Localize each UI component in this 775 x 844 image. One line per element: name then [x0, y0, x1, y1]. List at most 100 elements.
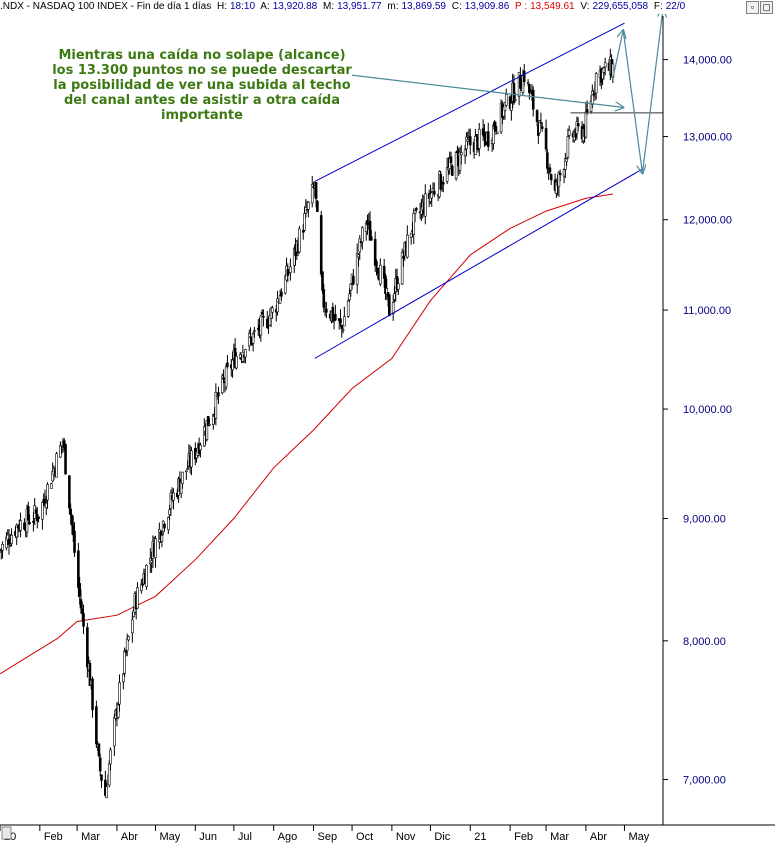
candle-body	[477, 128, 481, 149]
candle-body	[391, 302, 395, 314]
candle-body	[34, 509, 38, 514]
candle-body	[334, 313, 337, 321]
candle-body	[19, 520, 22, 531]
candle-body	[50, 483, 53, 489]
x-tick-label: Abr	[590, 831, 607, 843]
candle-body	[217, 392, 220, 397]
candle-body	[522, 70, 526, 82]
candle-body	[341, 329, 345, 331]
v-key: V:	[580, 1, 590, 12]
candle-body	[98, 757, 102, 772]
y-tick-label: 12,000.00	[683, 215, 732, 227]
candle-body	[259, 315, 263, 336]
candle-body	[510, 103, 513, 111]
candle-body	[388, 294, 391, 317]
v-value: 229,655,058	[592, 1, 649, 12]
candle-body	[591, 90, 594, 105]
candle-body	[100, 774, 103, 781]
candle-body	[409, 232, 413, 238]
x-tick-label: Jun	[199, 831, 217, 843]
annotation-text: Mientras una caída no solape (alcance) l…	[52, 48, 352, 123]
candle-body	[46, 484, 49, 501]
candle-body	[123, 650, 126, 674]
candle-body	[331, 307, 335, 322]
candle-body	[546, 152, 549, 169]
candle-body	[548, 167, 552, 173]
candle-body	[244, 349, 247, 358]
candle-body	[136, 587, 139, 609]
candle-body	[535, 110, 539, 122]
candle-body	[202, 426, 206, 447]
candle-body	[440, 185, 444, 188]
candle-body	[122, 673, 125, 683]
candle-body	[504, 94, 508, 106]
candle-body	[495, 131, 499, 134]
candle-body	[278, 295, 282, 304]
restore-button[interactable]: ▫	[746, 1, 759, 14]
candle-body	[262, 315, 265, 318]
candle-body	[44, 502, 48, 509]
y-tick-label: 13,000.00	[683, 132, 732, 144]
candle-body	[585, 109, 589, 113]
candle-body	[513, 99, 517, 101]
candle-body	[60, 444, 63, 447]
candle-body	[118, 682, 121, 705]
c-key: C:	[451, 1, 462, 12]
candle-body	[199, 444, 202, 451]
candle-body	[168, 509, 171, 516]
candle-body	[70, 514, 74, 526]
candle-body	[113, 717, 116, 747]
candle-body	[127, 636, 130, 641]
chart-header: .NDX - NASDAQ 100 INDEX - Fin de día 1 d…	[0, 0, 775, 14]
candle-body	[576, 123, 580, 127]
x-tick-label: May	[628, 831, 649, 843]
f-value: 22/0	[665, 1, 686, 12]
candle-body	[145, 564, 148, 587]
candle-body	[163, 523, 166, 529]
candle-body	[307, 201, 310, 210]
candle-body	[594, 73, 598, 94]
candle-body	[415, 208, 418, 211]
x-tick-label: Feb	[514, 831, 533, 843]
candle-body	[348, 293, 351, 301]
candle-body	[361, 227, 364, 243]
candle-body	[1, 544, 4, 551]
projection-segment	[612, 30, 623, 79]
candle-body	[107, 763, 111, 786]
candle-body	[406, 234, 409, 258]
candle-body	[97, 743, 101, 757]
mn-value: 13,869.59	[401, 1, 446, 12]
candle-body	[64, 444, 67, 475]
maximize-button[interactable]: ▢	[760, 1, 773, 14]
candle-body	[314, 182, 318, 199]
candle-body	[567, 130, 571, 136]
f-key: F:	[653, 1, 663, 12]
candle-body	[289, 266, 292, 273]
candle-body	[82, 613, 85, 627]
y-tick-label: 10,000.00	[683, 404, 732, 416]
scroll-handle	[1, 826, 12, 840]
candle-body	[181, 471, 184, 484]
candle-body	[298, 228, 301, 253]
projection-segment	[622, 30, 642, 173]
candle-body	[276, 298, 279, 313]
channel-bottom-line	[314, 168, 643, 359]
x-tick-label: Sep	[318, 831, 338, 843]
candle-body	[208, 423, 211, 426]
candle-body	[68, 475, 71, 509]
candle-body	[450, 165, 454, 176]
candle-body	[280, 291, 283, 297]
candle-body	[226, 362, 229, 367]
candle-body	[349, 283, 353, 291]
y-tick-label: 7,000.00	[683, 775, 726, 787]
projection-segment	[641, 9, 663, 174]
moving-average-layer	[0, 193, 613, 675]
candle-body	[125, 638, 129, 651]
m-value: 13,951.77	[337, 1, 382, 12]
candle-body	[247, 333, 251, 347]
candle-body	[539, 121, 543, 124]
candle-body	[310, 184, 314, 204]
candle-body	[432, 190, 436, 195]
candle-body	[78, 583, 81, 597]
candle-body	[402, 256, 405, 259]
